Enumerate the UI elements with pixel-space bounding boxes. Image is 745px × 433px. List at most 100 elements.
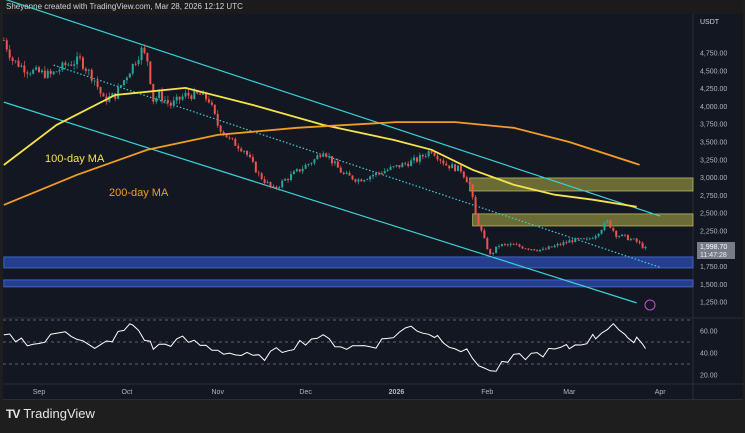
candle-body xyxy=(222,131,225,135)
candle xyxy=(571,238,574,245)
candle-body xyxy=(328,156,331,157)
candle-body xyxy=(137,60,140,65)
time-tick-label: Apr xyxy=(655,389,667,396)
candle-body xyxy=(624,234,626,236)
candle xyxy=(568,238,571,243)
ma200-line xyxy=(3,121,640,206)
candle xyxy=(629,237,632,242)
candle-body xyxy=(304,165,307,169)
candle-body xyxy=(29,73,32,75)
candle xyxy=(269,181,272,189)
candle xyxy=(477,212,480,227)
candle-body xyxy=(524,248,527,250)
candle xyxy=(55,71,58,73)
candle xyxy=(328,152,331,160)
candle xyxy=(492,252,495,256)
candle-body xyxy=(316,155,319,160)
candle-body xyxy=(471,184,474,198)
candle xyxy=(577,237,580,241)
candle-body xyxy=(228,137,231,139)
candle-body xyxy=(254,161,257,173)
candle xyxy=(38,65,40,73)
candle-body xyxy=(11,57,14,62)
candle-body xyxy=(606,220,609,223)
candle xyxy=(565,240,568,245)
candle-body xyxy=(187,92,190,96)
candle xyxy=(530,248,533,251)
candle-body xyxy=(372,175,375,177)
candle xyxy=(216,110,219,128)
supply-zone xyxy=(472,213,694,227)
price-tick-label: 3,000.00 xyxy=(700,175,727,182)
chart-frame[interactable]: Sheyanne created with TradingView.com, M… xyxy=(3,0,743,400)
candle-body xyxy=(76,56,79,65)
candle xyxy=(518,243,521,248)
candle xyxy=(372,173,375,180)
candle xyxy=(509,242,512,247)
candle xyxy=(90,68,93,84)
candle xyxy=(187,88,190,99)
candle xyxy=(451,162,454,169)
candle-body xyxy=(272,186,275,187)
candle-body xyxy=(395,165,398,167)
candle xyxy=(544,247,547,250)
tradingview-brand[interactable]: TV TradingView xyxy=(6,406,95,421)
candle-body xyxy=(506,244,509,246)
candle-body xyxy=(163,100,166,101)
candle-body xyxy=(295,169,298,172)
candle xyxy=(524,248,527,250)
candle-body xyxy=(456,165,459,172)
candle xyxy=(313,158,316,166)
candle-body xyxy=(61,62,64,70)
candle xyxy=(404,161,407,166)
candle xyxy=(322,151,325,158)
candle-body xyxy=(287,179,290,181)
candle-body xyxy=(281,180,284,188)
candle xyxy=(20,63,23,68)
candle xyxy=(459,163,462,174)
candle-body xyxy=(73,64,76,66)
candle xyxy=(40,68,43,74)
price-chart[interactable]: 100-day MA 200-day MA USDT 4,750.00 4,500.00… xyxy=(3,0,743,399)
time-tick-label: Nov xyxy=(212,389,225,396)
candle xyxy=(58,66,61,75)
candle-body xyxy=(269,181,272,187)
candle xyxy=(46,68,49,79)
candle-body xyxy=(483,230,486,239)
candle-body xyxy=(32,69,35,74)
candle xyxy=(562,240,565,247)
lightning-icon xyxy=(644,299,656,311)
candle xyxy=(489,248,492,255)
candle xyxy=(445,160,448,166)
candle xyxy=(421,153,424,160)
candle xyxy=(128,72,131,78)
supply-zone xyxy=(469,177,694,192)
candle xyxy=(553,244,556,248)
candle-body xyxy=(102,93,105,97)
rsi-tick-label: 60.00 xyxy=(700,329,718,336)
candle-body xyxy=(585,238,588,240)
candle-body xyxy=(492,252,495,254)
candle-body xyxy=(539,249,542,252)
candle xyxy=(418,152,421,165)
candle xyxy=(439,158,442,164)
candle-body xyxy=(342,172,345,174)
candle-body xyxy=(70,64,73,66)
candle-body xyxy=(568,240,571,243)
candle xyxy=(240,146,243,153)
candle-body xyxy=(348,172,351,176)
candle-body xyxy=(594,236,597,239)
candle-body xyxy=(459,165,462,172)
candle xyxy=(87,68,90,76)
candle xyxy=(52,70,55,76)
candle-body xyxy=(433,152,436,156)
candle xyxy=(591,236,594,240)
candle-body xyxy=(339,167,342,173)
candle xyxy=(386,168,389,172)
candle xyxy=(609,220,612,229)
candle xyxy=(600,229,603,235)
candle-body xyxy=(161,91,164,101)
ma100-line xyxy=(3,86,637,208)
candle xyxy=(96,76,99,90)
candle xyxy=(638,239,641,245)
